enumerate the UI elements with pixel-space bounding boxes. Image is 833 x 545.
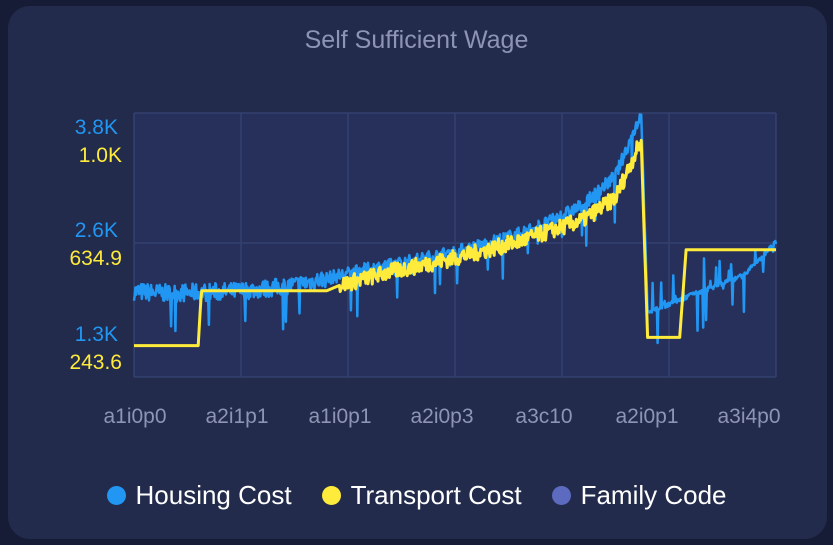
x-tick-label: a1i0p0: [103, 405, 166, 428]
chart-title: Self Sufficient Wage: [304, 26, 529, 54]
y-right-tick-label: 1.0K: [79, 144, 122, 167]
x-tick-label: a2i0p3: [410, 405, 473, 428]
transport-cost-line: [133, 138, 777, 348]
y-right-tick-label: 634.9: [69, 247, 122, 270]
y-left-tick-label: 3.8K: [75, 116, 118, 139]
y-left-tick-label: 1.3K: [75, 323, 118, 346]
x-tick-label: a2i1p1: [205, 405, 268, 428]
legend-item-transport[interactable]: Transport Cost: [321, 480, 522, 511]
x-tick-label: a3c10: [515, 405, 572, 428]
transport-swatch-icon: [321, 486, 341, 505]
legend-label-transport: Transport Cost: [350, 480, 522, 510]
x-tick-label: a3i4p0: [717, 405, 780, 428]
legend-label-family: Family Code: [580, 480, 727, 510]
y-left-tick-label: 2.6K: [75, 219, 118, 242]
legend-label-housing: Housing Cost: [135, 480, 292, 510]
y-right-tick-label: 243.6: [69, 351, 122, 374]
x-tick-label: a2i0p1: [615, 405, 678, 428]
housing-swatch-icon: [106, 486, 126, 505]
x-tick-label: a1i0p1: [308, 405, 371, 428]
legend-item-housing[interactable]: Housing Cost: [106, 480, 292, 511]
housing-cost-line: [132, 113, 778, 345]
family-swatch-icon: [551, 486, 571, 505]
chart-legend: Housing Cost Transport Cost Family Code: [0, 480, 833, 511]
legend-item-family[interactable]: Family Code: [551, 480, 727, 511]
